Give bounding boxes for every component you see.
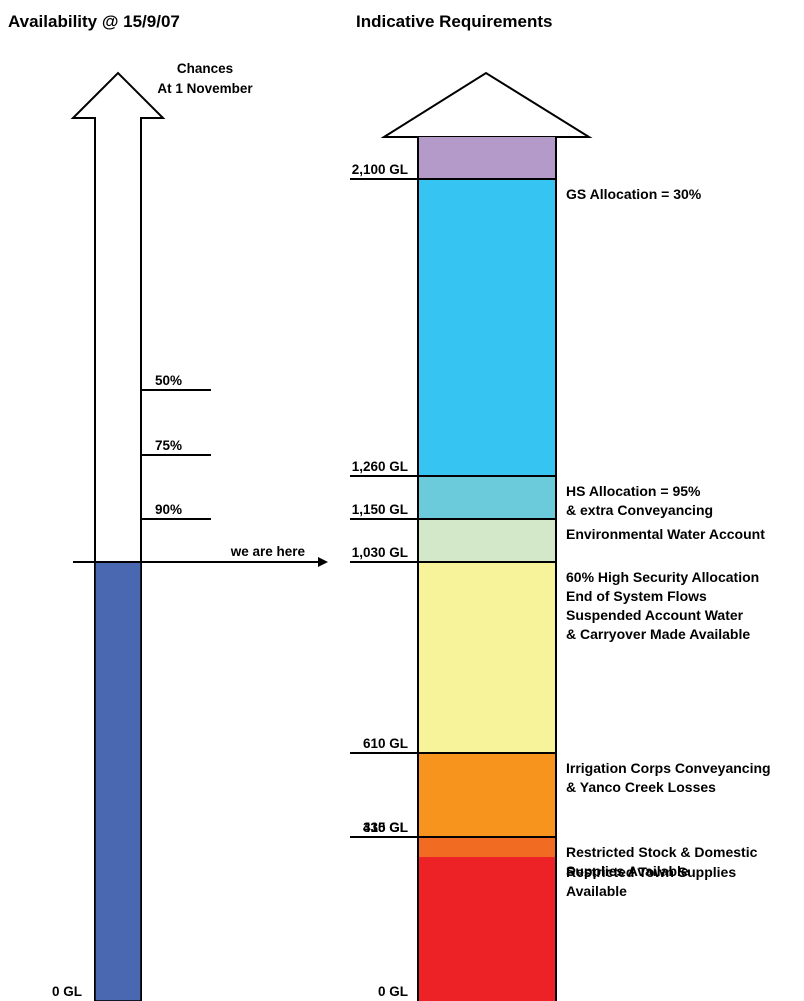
- band-description-line: Environmental Water Account: [566, 526, 765, 542]
- level-label: 415 GL: [363, 820, 408, 835]
- band-description-line: Suspended Account Water: [566, 607, 744, 623]
- level-labels: 2,100 GL 1,260 GL 1,150 GL 1,030 GL 610 GL 41…: [350, 162, 556, 999]
- current-availability-fill: [94, 561, 142, 1001]
- availability-arrow: [70, 71, 166, 1001]
- requirement-band: [418, 179, 556, 476]
- header-availability: Availability @ 15/9/07: [8, 12, 180, 31]
- level-label: 1,150 GL: [352, 502, 408, 517]
- we-are-here-marker: we are here: [73, 544, 328, 567]
- chances-title-line-2: At 1 November: [157, 81, 253, 96]
- requirement-band: [418, 137, 556, 179]
- band-description-line: & Yanco Creek Losses: [566, 779, 716, 795]
- band-descriptions: Restricted Town Supplies Available Restric…: [566, 186, 771, 899]
- band-description-line: Supplies Available: [566, 863, 689, 879]
- probability-mark-label: 75%: [155, 438, 182, 453]
- requirement-band: [418, 753, 556, 837]
- level-label: 1,030 GL: [352, 545, 408, 560]
- probability-mark-label: 50%: [155, 373, 182, 388]
- band-description-line: Available: [566, 883, 627, 899]
- level-label: 0 GL: [378, 984, 408, 999]
- requirements-arrow: [380, 71, 593, 1001]
- requirement-band: [418, 476, 556, 519]
- requirements-arrow-head: [380, 71, 593, 138]
- level-label: 1,260 GL: [352, 459, 408, 474]
- level-label: 2,100 GL: [352, 162, 408, 177]
- band-description-line: & Carryover Made Available: [566, 626, 750, 642]
- requirement-band: [418, 562, 556, 753]
- requirement-band: [418, 519, 556, 562]
- band-description-line: GS Allocation = 30%: [566, 186, 702, 202]
- level-label: 610 GL: [363, 736, 408, 751]
- band-description-line: Irrigation Corps Conveyancing: [566, 760, 771, 776]
- band-description-line: HS Allocation = 95%: [566, 483, 701, 499]
- probability-marks: 50% 75% 90%: [141, 373, 211, 520]
- requirement-bands: [418, 137, 556, 1001]
- requirement-band: [418, 837, 556, 857]
- band-description-line: 60% High Security Allocation: [566, 569, 759, 585]
- left-zero-label: 0 GL: [52, 984, 82, 999]
- band-description-line: & extra Conveyancing: [566, 502, 713, 518]
- level-label: 330 GL: [363, 820, 408, 835]
- header-indicative-requirements: Indicative Requirements: [356, 12, 553, 31]
- requirement-band: [418, 857, 556, 1001]
- band-description-line: End of System Flows: [566, 588, 707, 604]
- we-are-here-label: we are here: [230, 544, 306, 559]
- probability-mark-label: 90%: [155, 502, 182, 517]
- we-are-here-arrowhead: [318, 557, 328, 567]
- chances-title-line-1: Chances: [177, 61, 233, 76]
- band-description-line: Restricted Town Supplies: [566, 864, 736, 880]
- band-description-line: Restricted Stock & Domestic: [566, 844, 758, 860]
